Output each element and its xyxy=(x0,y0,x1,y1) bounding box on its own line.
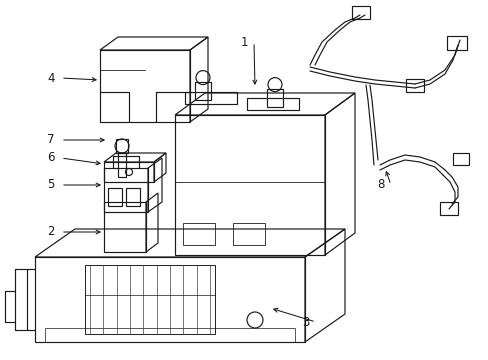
Bar xyxy=(100,50,190,122)
Bar xyxy=(35,257,305,342)
Text: 7: 7 xyxy=(47,134,55,147)
Bar xyxy=(405,79,423,92)
Bar xyxy=(116,139,128,153)
Bar xyxy=(175,115,325,255)
Text: 8: 8 xyxy=(377,179,384,192)
Bar xyxy=(85,265,215,334)
Bar xyxy=(45,328,294,342)
Bar xyxy=(195,82,210,100)
Text: 4: 4 xyxy=(47,72,55,85)
Bar xyxy=(184,92,237,104)
Bar xyxy=(104,168,148,212)
Text: 6: 6 xyxy=(47,152,55,165)
Text: 5: 5 xyxy=(47,179,55,192)
Bar xyxy=(266,89,283,107)
Text: 3: 3 xyxy=(302,315,309,328)
Bar xyxy=(439,202,457,215)
Text: 1: 1 xyxy=(240,36,247,49)
Bar xyxy=(108,188,122,206)
Bar xyxy=(232,223,264,245)
Bar xyxy=(126,188,140,206)
Bar xyxy=(246,98,298,111)
Text: 2: 2 xyxy=(47,225,55,238)
Bar xyxy=(104,202,146,252)
Bar xyxy=(118,153,126,177)
Bar xyxy=(351,6,369,19)
Bar xyxy=(183,223,215,245)
Bar xyxy=(104,162,154,182)
Bar xyxy=(446,36,466,50)
Bar xyxy=(452,153,468,165)
